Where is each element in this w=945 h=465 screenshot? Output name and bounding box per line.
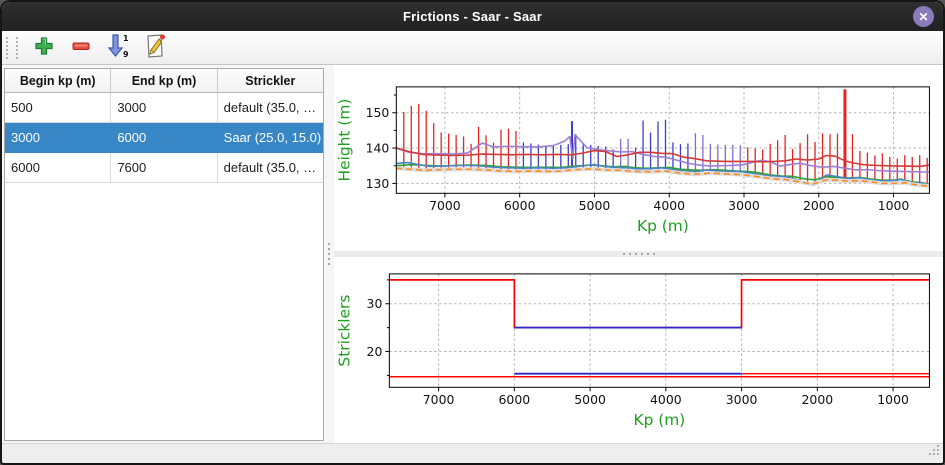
table-row[interactable]: 6000 7600 default (35.0, … [5,153,323,183]
svg-text:4000: 4000 [653,198,685,213]
svg-text:7000: 7000 [429,198,461,213]
main-content: Begin kp (m) End kp (m) Strickler 500 300… [2,65,943,443]
toolbar-drag-handle[interactable] [6,36,18,59]
frictions-table: Begin kp (m) End kp (m) Strickler 500 300… [4,68,324,441]
svg-text:130: 130 [366,176,390,191]
svg-text:Kp (m): Kp (m) [633,411,685,429]
svg-text:3000: 3000 [726,392,758,407]
chart-pane: 7000 6000 5000 4000 3000 2000 1000 130 140 150 Kp … [334,65,943,443]
table-body: 500 3000 default (35.0, … 3000 6000 Saar (25.… [5,93,323,440]
resize-grip-icon[interactable] [927,443,940,461]
svg-text:5000: 5000 [574,392,606,407]
svg-text:Height (m): Height (m) [336,99,354,182]
svg-text:2000: 2000 [803,198,835,213]
edit-strickler-button[interactable] [142,33,168,62]
svg-text:Kp (m): Kp (m) [637,217,689,235]
vertical-splitter[interactable] [324,65,334,443]
table-cell[interactable]: 6000 [5,153,112,183]
svg-text:6000: 6000 [499,392,531,407]
table-cell[interactable]: default (35.0, … [217,93,323,123]
window-title: Frictions - Saar - Saar [403,9,542,24]
close-button[interactable]: ✕ [913,6,934,27]
table-row[interactable]: 3000 6000 Saar (25.0, 15.0) [5,123,323,153]
stricklers-chart: 7000 6000 5000 4000 3000 2000 1000 20 30 Kp (m) St… [336,273,930,429]
table-cell[interactable]: 3000 [5,123,112,153]
svg-text:1: 1 [123,34,129,43]
svg-text:140: 140 [366,141,390,156]
remove-row-button[interactable] [68,35,94,61]
svg-text:1000: 1000 [878,198,910,213]
plus-icon [33,35,55,60]
column-header-strickler[interactable]: Strickler [245,73,296,88]
svg-text:20: 20 [367,344,383,359]
svg-text:7000: 7000 [423,392,455,407]
column-header-begin-kp[interactable]: Begin kp (m) [5,69,112,92]
horizontal-splitter[interactable] [334,251,943,257]
svg-text:2000: 2000 [802,392,834,407]
height-profile-chart: 7000 6000 5000 4000 3000 2000 1000 130 140 150 Kp … [336,86,930,235]
edit-icon [143,33,167,62]
minus-icon [70,35,92,60]
table-cell[interactable]: 6000 [111,123,218,153]
toolbar: 1 9 [2,31,943,65]
titlebar[interactable]: Frictions - Saar - Saar ✕ [2,2,943,31]
table-cell[interactable]: 3000 [111,93,218,123]
status-bar [2,443,943,463]
table-cell[interactable]: 7600 [111,153,218,183]
svg-text:30: 30 [367,296,383,311]
svg-text:4000: 4000 [650,392,682,407]
table-row[interactable]: 500 3000 default (35.0, … [5,93,323,123]
table-cell[interactable]: 500 [5,93,112,123]
svg-text:6000: 6000 [504,198,536,213]
add-row-button[interactable] [31,35,57,61]
column-header-end-kp[interactable]: End kp (m) [111,69,218,92]
svg-text:1000: 1000 [877,392,909,407]
svg-text:Stricklers: Stricklers [336,295,354,367]
svg-text:3000: 3000 [728,198,760,213]
table-header: Begin kp (m) End kp (m) Strickler [5,69,323,93]
svg-text:9: 9 [123,50,129,59]
close-icon: ✕ [918,9,929,24]
sort-numeric-icon: 1 9 [106,33,130,62]
table-cell[interactable]: Saar (25.0, 15.0) [217,123,323,153]
sort-rows-button[interactable]: 1 9 [105,33,131,62]
svg-text:150: 150 [366,105,390,120]
svg-text:5000: 5000 [579,198,611,213]
table-cell[interactable]: default (35.0, … [217,153,323,183]
